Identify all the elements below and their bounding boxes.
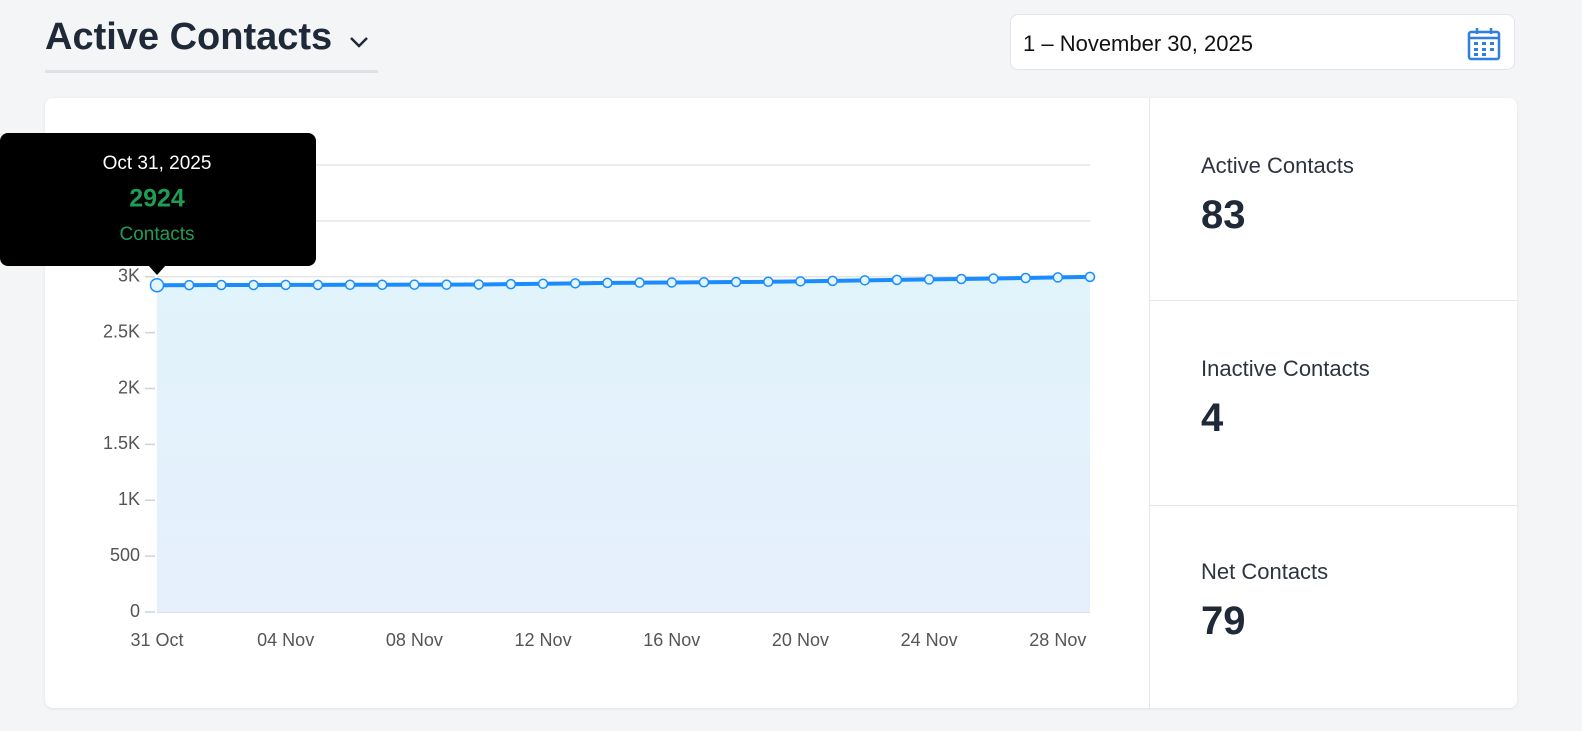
x-tick-label: 24 Nov [901,630,958,650]
stat-value: 79 [1201,599,1246,643]
point [216,279,227,291]
point [1052,272,1064,283]
point [827,275,838,287]
x-tick-label: 12 Nov [515,630,572,650]
point [409,279,420,290]
stat-label: Active Contacts [1201,153,1354,178]
point [505,278,517,290]
tooltip: Oct 31, 2025 2924 Contacts [0,133,316,275]
y-tick-label: 3K [118,266,140,286]
point [441,279,452,290]
page-title[interactable]: Active Contacts [45,16,333,58]
point [1020,272,1031,284]
x-tick-label: 31 Oct [130,630,183,650]
tooltip-date: Oct 31, 2025 [103,153,212,174]
dropdown-chevron[interactable] [348,34,370,50]
x-tick-label: 20 Nov [772,630,829,650]
stat-value: 4 [1201,396,1224,440]
point [376,279,388,291]
date-range: 1 – November 30, 2025 [1023,31,1253,56]
point [956,273,967,285]
stat-label: Inactive Contacts [1201,356,1370,381]
point [473,279,484,290]
divider [1149,98,1150,708]
calendar-icon[interactable] [1467,27,1501,61]
point [149,277,165,293]
point [859,275,871,286]
stat-value: 83 [1201,193,1246,237]
y-tick-label: 2.5K [103,321,140,341]
tooltip-arrow [148,265,166,275]
point [344,279,356,291]
tooltip-value: 2924 [129,185,185,213]
x-tick-label: 08 Nov [386,630,443,650]
y-tick-label: 500 [110,545,140,565]
x-tick-label: 04 Nov [257,630,314,650]
x-tick-label: 16 Nov [643,630,700,650]
tooltip-series: Contacts [120,224,195,245]
point [666,277,678,288]
point [730,276,742,288]
point [280,279,291,291]
line [156,274,1091,288]
point [569,278,581,289]
divider [1149,505,1517,506]
x-tick-label: 28 Nov [1029,630,1086,650]
y-tick-label: 0 [130,601,140,621]
title-underline [45,70,378,73]
point [763,276,774,288]
point [248,279,259,291]
point [923,274,935,285]
point [795,276,806,287]
point [634,277,645,288]
date-picker[interactable]: 1 – November 30, 2025 [1010,14,1515,70]
tooltip-box [0,133,316,266]
point [698,276,710,288]
y-tick-label: 1.5K [103,433,140,453]
y-tick-label: 1K [118,489,140,509]
point [183,279,195,291]
area [157,276,1090,612]
stat-label: Net Contacts [1201,559,1329,584]
point [988,273,999,284]
point [602,277,613,289]
divider [1149,300,1517,301]
point [1084,271,1096,283]
y-tick-label: 2K [118,377,140,397]
point [537,278,549,290]
point [891,274,903,286]
point [312,279,324,291]
